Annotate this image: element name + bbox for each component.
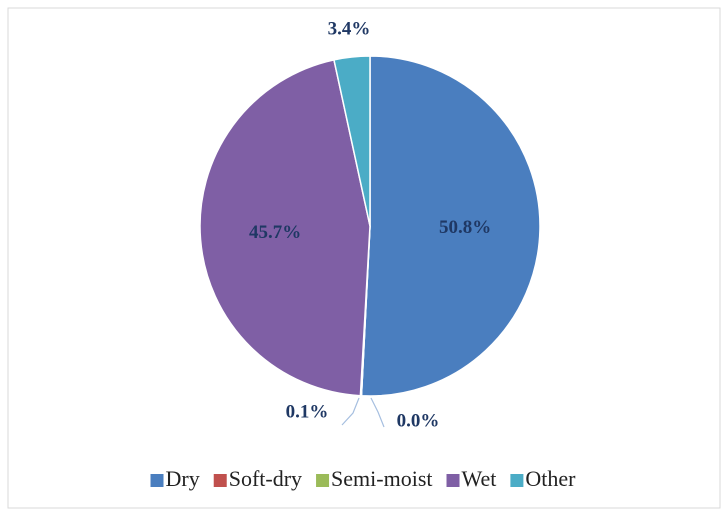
data-label: 45.7% xyxy=(249,222,301,243)
legend-label: Wet xyxy=(462,466,497,491)
legend-label: Semi-moist xyxy=(331,466,432,491)
legend-swatch xyxy=(150,474,164,487)
leader-line xyxy=(370,397,385,428)
legend: Dry Soft-dry Semi-moist Wet Other xyxy=(150,466,576,491)
pie-slice xyxy=(199,58,371,397)
data-label: 3.4% xyxy=(328,18,371,39)
legend-label: Soft-dry xyxy=(229,466,302,491)
legend-swatch xyxy=(446,474,460,487)
data-label: 0.1% xyxy=(286,401,329,422)
leader-line xyxy=(341,397,360,426)
pie-slice xyxy=(360,55,541,397)
legend-swatch xyxy=(316,474,330,487)
legend-label: Other xyxy=(525,466,576,491)
legend-swatch xyxy=(213,474,227,487)
data-label: 0.0% xyxy=(397,410,440,431)
legend-label: Dry xyxy=(166,466,200,491)
pie-slice xyxy=(333,55,371,227)
legend-swatch xyxy=(510,474,524,487)
data-label: 50.8% xyxy=(439,217,491,238)
